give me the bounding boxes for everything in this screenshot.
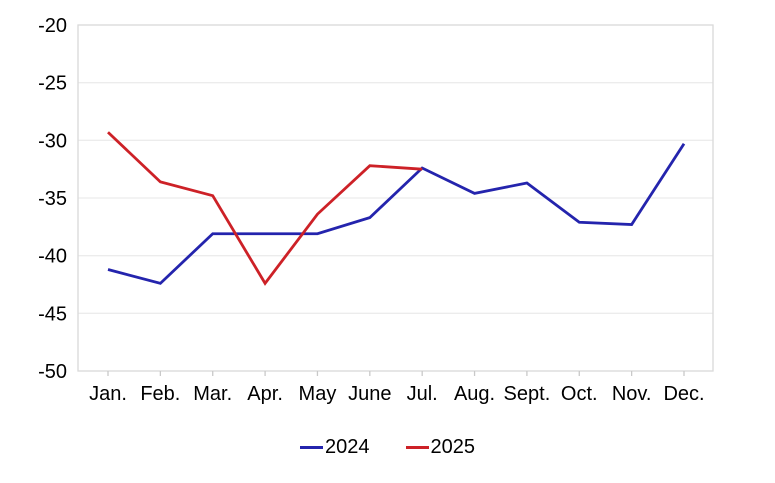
legend-swatch-2024-icon bbox=[300, 445, 323, 449]
x-axis-label-Mar.: Mar. bbox=[193, 383, 232, 405]
y-axis-label--40: -40 bbox=[38, 246, 67, 268]
x-axis-label-May: May bbox=[299, 383, 337, 405]
y-axis-label--35: -35 bbox=[38, 188, 67, 210]
x-axis-label-Apr.: Apr. bbox=[247, 383, 283, 405]
x-axis-label-Feb.: Feb. bbox=[140, 383, 180, 405]
y-axis-label--25: -25 bbox=[38, 73, 67, 95]
x-axis-label-Sept.: Sept. bbox=[504, 383, 551, 405]
legend-item-2024: 2024 bbox=[300, 437, 370, 457]
x-axis-label-June: June bbox=[348, 383, 391, 405]
y-axis-label--45: -45 bbox=[38, 303, 67, 325]
y-axis-label--50: -50 bbox=[38, 361, 67, 383]
y-axis-label--30: -30 bbox=[38, 130, 67, 152]
x-axis-label-Aug.: Aug. bbox=[454, 383, 495, 405]
y-axis-label--20: -20 bbox=[38, 15, 67, 37]
series-line-2024 bbox=[107, 143, 686, 285]
legend-item-2025: 2025 bbox=[405, 436, 476, 458]
legend-label-2025: 2025 bbox=[430, 436, 476, 458]
x-axis-label-Jan.: Jan. bbox=[89, 383, 127, 405]
x-axis-label-Oct.: Oct. bbox=[561, 383, 598, 405]
legend-swatch-2025-icon bbox=[405, 445, 429, 449]
x-axis-label-Nov.: Nov. bbox=[612, 383, 652, 405]
chart-legend: 2024 2025 bbox=[0, 433, 775, 461]
x-axis-label-Dec.: Dec. bbox=[663, 383, 704, 405]
legend-label-2024: 2024 bbox=[325, 436, 370, 458]
series-line-2025 bbox=[107, 131, 423, 286]
x-axis-label-Jul.: Jul. bbox=[407, 383, 438, 405]
plot-frame bbox=[77, 24, 714, 372]
